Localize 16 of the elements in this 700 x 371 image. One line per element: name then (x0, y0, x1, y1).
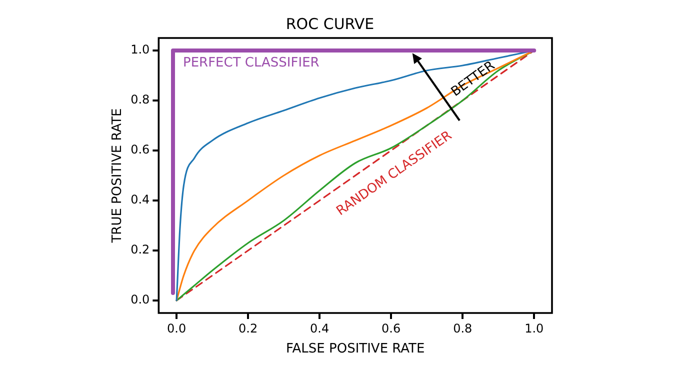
x-tick-label: 0.6 (382, 321, 401, 336)
chart-title: ROC CURVE (286, 14, 374, 33)
y-tick-label: 1.0 (130, 42, 150, 57)
x-tick-label: 0.8 (453, 321, 472, 336)
x-tick-label: 0.0 (167, 321, 186, 336)
x-tick-label: 1.0 (524, 321, 544, 336)
y-tick-label: 0.2 (130, 242, 150, 257)
y-tick-label: 0.4 (130, 192, 150, 207)
x-tick-label: 0.4 (310, 321, 330, 336)
y-axis-title: TRUE POSITIVE RATE (110, 108, 126, 244)
y-tick-label: 0.0 (130, 292, 150, 307)
x-axis-title: FALSE POSITIVE RATE (286, 342, 425, 357)
y-tick-label: 0.6 (130, 142, 150, 157)
y-tick-label: 0.8 (130, 92, 150, 107)
x-tick-label: 0.2 (238, 321, 258, 336)
series-label: PERFECT CLASSIFIER (182, 55, 320, 70)
